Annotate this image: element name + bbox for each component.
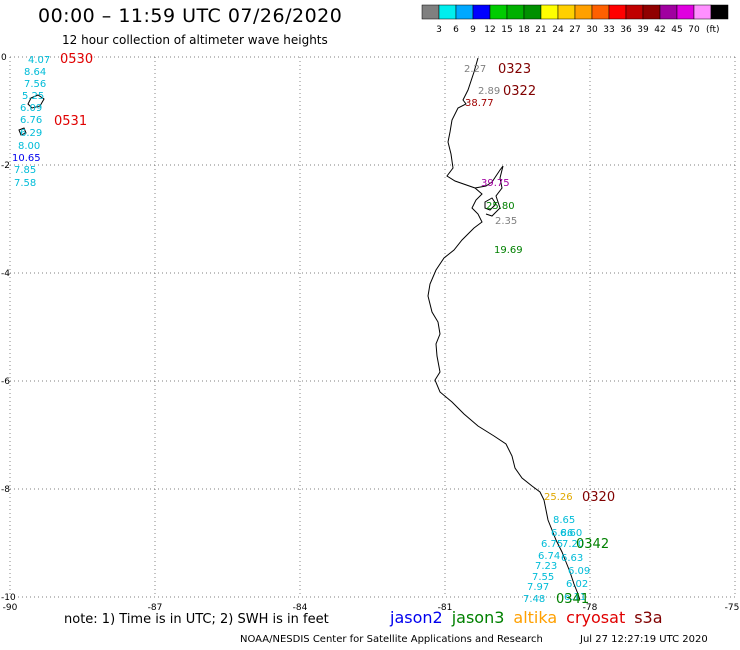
satellite-altika: altika	[513, 608, 558, 627]
wave-height-value: 6.11	[564, 592, 586, 603]
coastline	[18, 57, 581, 601]
y-axis-tick-label: -4	[1, 269, 10, 279]
wave-height-value: 7.58	[14, 178, 36, 189]
scale-label: 15	[501, 25, 512, 35]
wave-height-value: 7.55	[532, 572, 554, 583]
wave-height-value: 6.02	[566, 579, 588, 590]
x-axis-tick-label: -75	[725, 603, 740, 613]
pass-time-label: 0530	[60, 52, 93, 67]
wave-height-value: 2.35	[495, 216, 517, 227]
pass-time-label: 0323	[498, 62, 531, 77]
scale-label: 27	[569, 25, 580, 35]
footer-note: note: 1) Time is in UTC; 2) SWH is in fe…	[64, 612, 329, 627]
scale-label: 21	[535, 25, 546, 35]
wave-height-value: 5.25	[22, 91, 44, 102]
wave-height-value: 6.74	[538, 551, 560, 562]
scale-swatch	[710, 4, 729, 20]
puna-island	[484, 197, 497, 211]
wave-height-value: 2.89	[478, 86, 500, 97]
pass-time-label: 0341	[556, 592, 589, 607]
y-axis-tick-label: -6	[1, 377, 10, 387]
galapagos-island-north	[27, 94, 45, 109]
wave-height-value: 38.77	[465, 98, 494, 109]
wave-height-value: 7.85	[14, 165, 36, 176]
wave-height-value: 7.20	[562, 539, 584, 550]
pass-time-label: 0531	[54, 114, 87, 129]
scale-label: 45	[671, 25, 682, 35]
satellite-s3a: s3a	[634, 608, 663, 627]
wave-height-value: 8.00	[18, 141, 40, 152]
wave-height-value: 25.26	[544, 492, 573, 503]
scale-label: 33	[603, 25, 614, 35]
map-subtitle: 12 hour collection of altimeter wave hei…	[62, 33, 328, 47]
wave-height-value: 4.07	[28, 55, 50, 66]
map-grid	[9, 56, 736, 598]
scale-label: 42	[654, 25, 665, 35]
y-axis-tick-label: -10	[1, 593, 16, 603]
scale-label: 3	[436, 25, 442, 35]
satellite-jason2: jason2	[390, 608, 443, 627]
y-axis-tick-label: 0	[1, 53, 7, 63]
pass-time-label: 0320	[582, 490, 615, 505]
wave-height-value: 6.86	[551, 528, 573, 539]
axis-labels: -90 -87 -84 -81 -78 -75 0 -2 -4 -6 -8 -10	[1, 53, 739, 613]
wave-height-value: 6.60	[560, 528, 582, 539]
wave-height-value: 8.64	[24, 67, 46, 78]
x-axis-tick-label: -87	[148, 603, 163, 613]
wave-height-value: 2.27	[464, 64, 486, 75]
wave-height-labels: 4.078.647.565.256.096.766.298.0010.657.8…	[12, 55, 590, 605]
y-axis-tick-label: -2	[1, 161, 10, 171]
footer-credit: NOAA/NESDIS Center for Satellite Applica…	[240, 634, 543, 645]
scale-label: 12	[484, 25, 495, 35]
coastline-mainland	[427, 57, 581, 601]
wave-height-value: 19.69	[494, 245, 523, 256]
wave-height-value: 7.48	[523, 594, 545, 605]
satellite-legend: jason2 jason3 altika cryosat s3a	[390, 608, 672, 627]
wave-height-value: 8.65	[553, 515, 575, 526]
pass-time-labels: 0530 0531 0323 0322 0320 0342 0341	[54, 52, 615, 607]
satellite-cryosat: cryosat	[566, 608, 626, 627]
footer-timestamp: Jul 27 12:27:19 UTC 2020	[580, 634, 708, 645]
wave-height-value: 39.75	[481, 178, 510, 189]
scale-label: 24	[552, 25, 564, 35]
scale-label: 18	[518, 25, 530, 35]
scale-label: 70	[688, 25, 700, 35]
coastline-gulf-east	[474, 165, 504, 217]
wave-height-value: 6.75	[541, 539, 563, 550]
wave-height-value: 6.09	[568, 566, 590, 577]
wave-height-value: 7.56	[24, 79, 46, 90]
scale-label: 9	[470, 25, 476, 35]
wave-height-value: 6.29	[20, 128, 42, 139]
color-scale-legend: 3 6 9 12 15 18 21 24 27 30 33 36 39 42 45 70 (ft)	[421, 4, 729, 35]
scale-label: 6	[453, 25, 459, 35]
x-axis-tick-label: -78	[583, 603, 598, 613]
satellite-jason3: jason3	[451, 608, 505, 627]
wave-height-value: 7.97	[527, 582, 549, 593]
wave-height-value: 6.76	[20, 115, 42, 126]
pass-time-label: 0322	[503, 84, 536, 99]
y-axis-tick-label: -8	[1, 485, 10, 495]
galapagos-island-south	[18, 127, 27, 136]
x-axis-tick-label: -90	[3, 603, 18, 613]
scale-label: 39	[637, 25, 649, 35]
x-axis-tick-label: -84	[293, 603, 308, 613]
wave-height-value: 25.80	[486, 201, 515, 212]
scale-label: 30	[586, 25, 598, 35]
wave-height-value: 7.23	[535, 561, 557, 572]
pass-time-label: 0342	[576, 537, 609, 552]
wave-height-value: 6.09	[20, 103, 42, 114]
scale-label: (ft)	[706, 25, 720, 35]
wave-height-value: 10.65	[12, 153, 41, 164]
scale-label: 36	[620, 25, 632, 35]
x-axis-tick-label: -81	[438, 603, 453, 613]
wave-height-value: 6.63	[561, 553, 583, 564]
map-title: 00:00 – 11:59 UTC 07/26/2020	[38, 5, 343, 27]
